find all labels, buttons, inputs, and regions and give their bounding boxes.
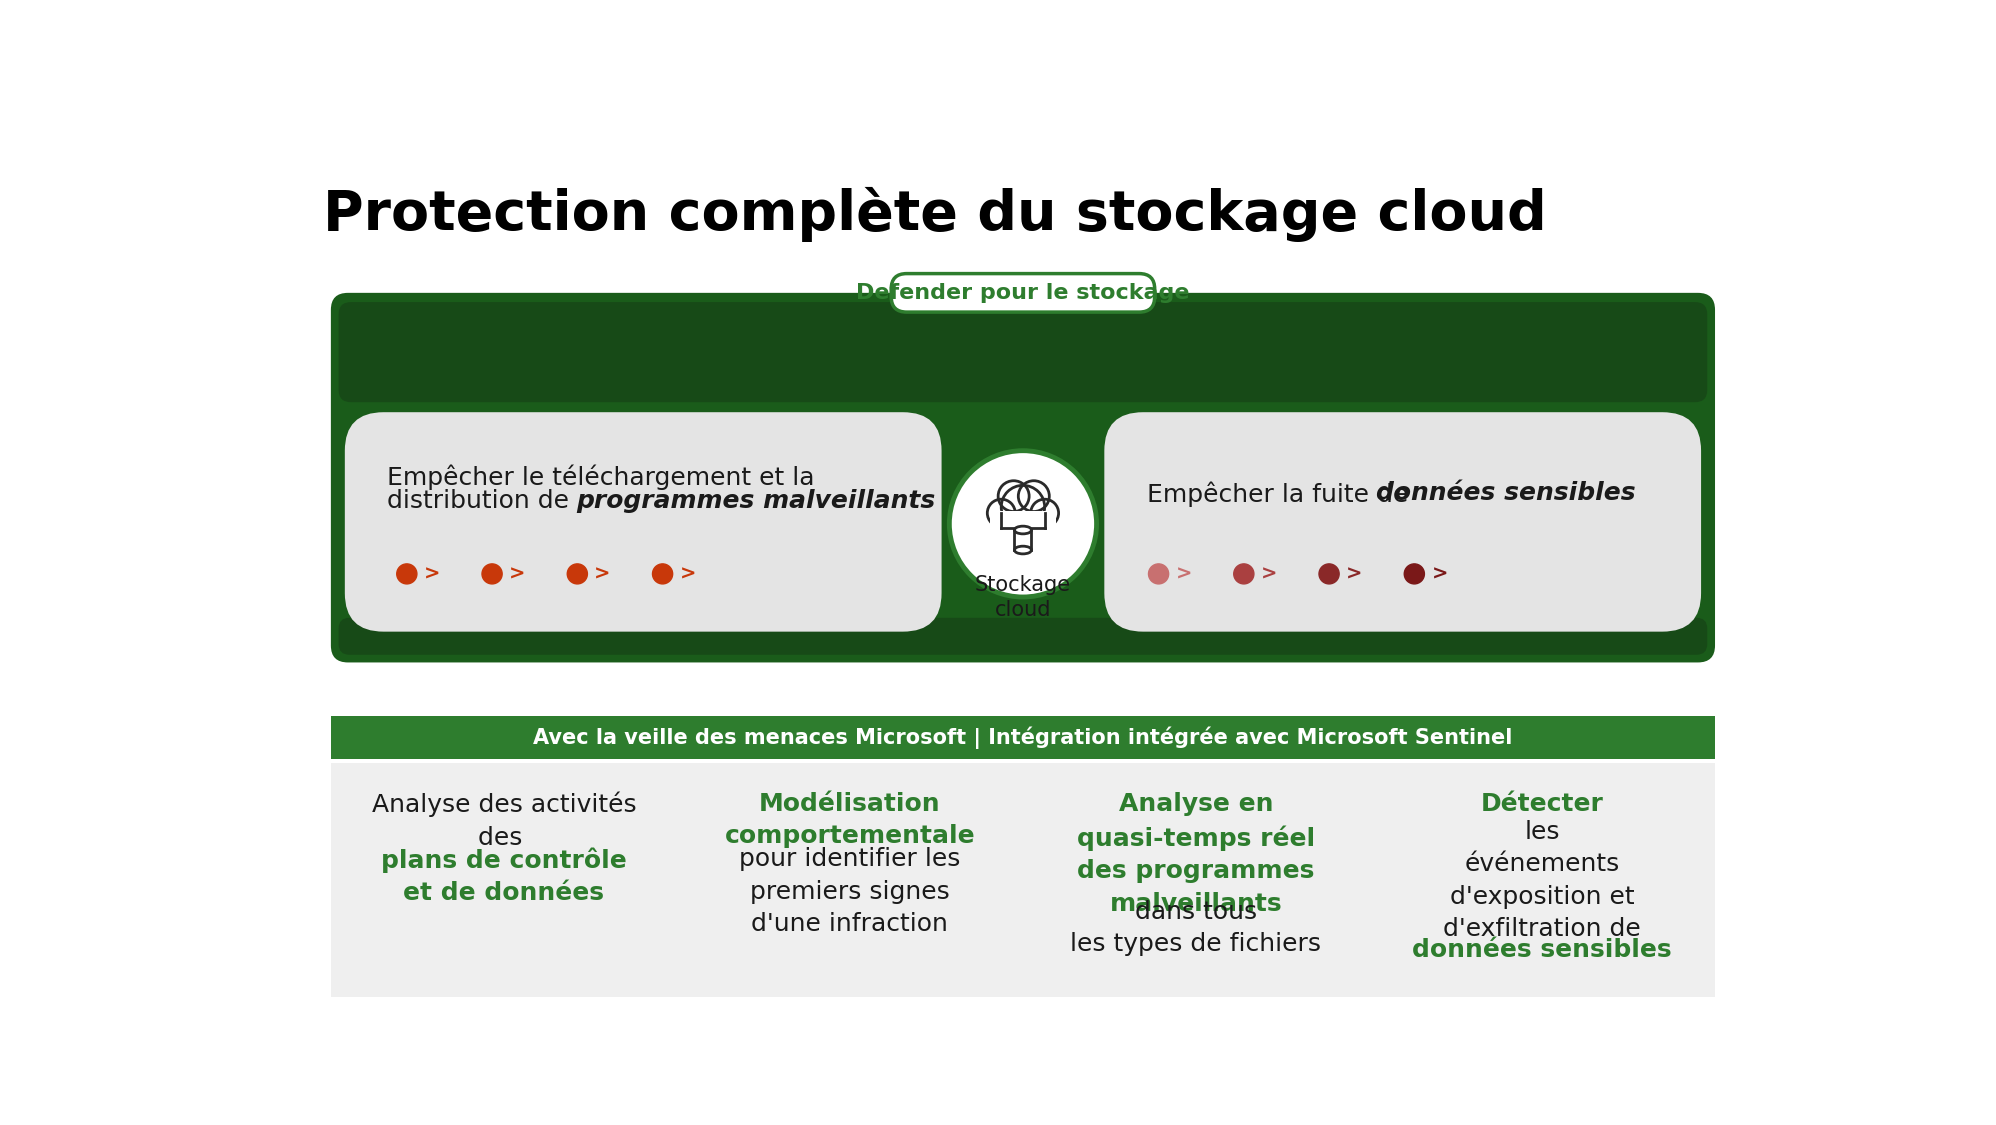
Text: plans de contrôle
et de données: plans de contrôle et de données	[381, 847, 627, 906]
Circle shape	[1234, 564, 1253, 584]
Text: données sensibles: données sensibles	[1413, 938, 1673, 962]
Circle shape	[1405, 564, 1425, 584]
Text: >: >	[1176, 565, 1192, 584]
Text: Modélisation
comportementale: Modélisation comportementale	[725, 792, 976, 848]
FancyBboxPatch shape	[339, 303, 1707, 403]
Text: >: >	[595, 565, 611, 584]
FancyBboxPatch shape	[990, 511, 1056, 532]
Text: Empêcher la fuite de: Empêcher la fuite de	[1148, 482, 1417, 507]
FancyBboxPatch shape	[331, 292, 1715, 663]
Circle shape	[1018, 480, 1050, 512]
Text: Analyse des activités
des: Analyse des activités des	[371, 792, 637, 849]
FancyBboxPatch shape	[331, 763, 1715, 998]
Text: Protection complète du stockage cloud: Protection complète du stockage cloud	[323, 188, 1547, 243]
Circle shape	[950, 451, 1096, 597]
Text: dans tous
les types de fichiers: dans tous les types de fichiers	[1070, 900, 1321, 956]
Text: >: >	[423, 565, 441, 584]
FancyBboxPatch shape	[1014, 530, 1032, 550]
Circle shape	[1319, 564, 1339, 584]
FancyBboxPatch shape	[331, 717, 1715, 758]
Text: Defender pour le stockage: Defender pour le stockage	[856, 282, 1190, 303]
Text: Empêcher le téléchargement et la: Empêcher le téléchargement et la	[387, 465, 814, 490]
FancyBboxPatch shape	[890, 273, 1156, 312]
Circle shape	[1030, 500, 1058, 526]
Text: Avec la veille des menaces Microsoft | Intégration intégrée avec Microsoft Senti: Avec la veille des menaces Microsoft | I…	[533, 727, 1513, 749]
Circle shape	[653, 564, 673, 584]
Ellipse shape	[1014, 526, 1032, 534]
Text: Analyse en
quasi-temps réel
des programmes
malveillants: Analyse en quasi-temps réel des programm…	[1078, 792, 1315, 916]
Circle shape	[567, 564, 587, 584]
Circle shape	[397, 564, 417, 584]
FancyBboxPatch shape	[1104, 412, 1701, 631]
Text: >: >	[1261, 565, 1277, 584]
Text: les
événements
d'exposition et
d'exfiltration de: les événements d'exposition et d'exfiltr…	[1443, 819, 1641, 942]
Circle shape	[998, 480, 1030, 512]
Text: pour identifier les
premiers signes
d'une infraction: pour identifier les premiers signes d'un…	[739, 847, 960, 936]
Circle shape	[988, 500, 1016, 526]
FancyBboxPatch shape	[345, 412, 942, 631]
Text: Stockage
cloud: Stockage cloud	[974, 576, 1072, 620]
Text: >: >	[1345, 565, 1363, 584]
Ellipse shape	[1014, 546, 1032, 554]
Text: Détecter: Détecter	[1481, 792, 1603, 816]
Circle shape	[481, 564, 503, 584]
Text: programmes malveillants: programmes malveillants	[575, 489, 934, 513]
FancyBboxPatch shape	[339, 618, 1707, 655]
Circle shape	[1002, 485, 1044, 529]
Text: distribution de: distribution de	[387, 489, 577, 513]
Circle shape	[1148, 564, 1168, 584]
Text: >: >	[509, 565, 525, 584]
Text: données sensibles: données sensibles	[1375, 482, 1635, 505]
Text: >: >	[679, 565, 697, 584]
Text: >: >	[1431, 565, 1447, 584]
